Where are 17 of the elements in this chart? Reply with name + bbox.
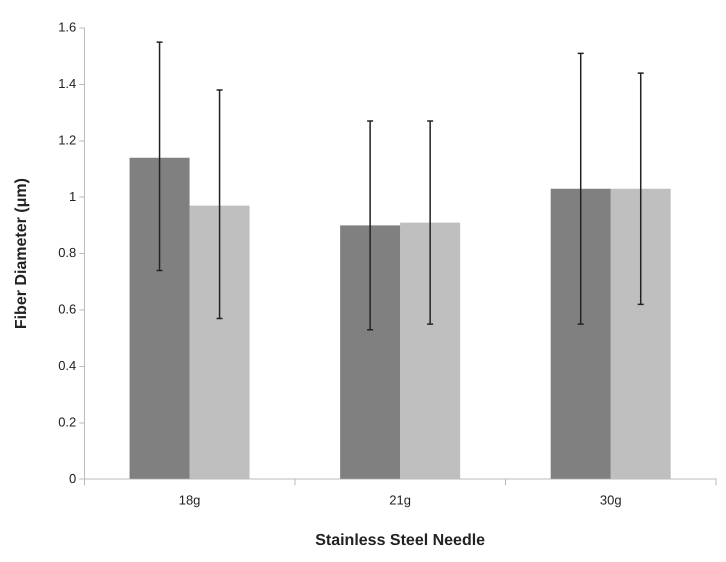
x-tick-label: 21g xyxy=(389,492,411,508)
x-tick-label: 18g xyxy=(178,492,200,508)
y-axis-title: Fiber Diameter (μm) xyxy=(13,178,30,330)
y-tick-label: 1.6 xyxy=(58,20,76,35)
x-tick-label: 30g xyxy=(600,492,622,508)
bar xyxy=(550,188,611,479)
bar xyxy=(130,158,190,479)
x-axis-title: Stainless Steel Needle xyxy=(315,532,486,549)
y-tick-label: 0.6 xyxy=(58,302,76,317)
bar xyxy=(340,225,400,479)
y-tick-label: 0.4 xyxy=(58,358,76,373)
y-tick-label: 1.4 xyxy=(58,76,76,91)
y-tick-label: 1.2 xyxy=(58,132,76,148)
y-tick-label: 1 xyxy=(69,188,76,204)
y-tick-label: 0.2 xyxy=(58,414,76,430)
y-tick-label: 0.8 xyxy=(58,245,76,260)
y-tick-label: 0 xyxy=(69,470,76,486)
